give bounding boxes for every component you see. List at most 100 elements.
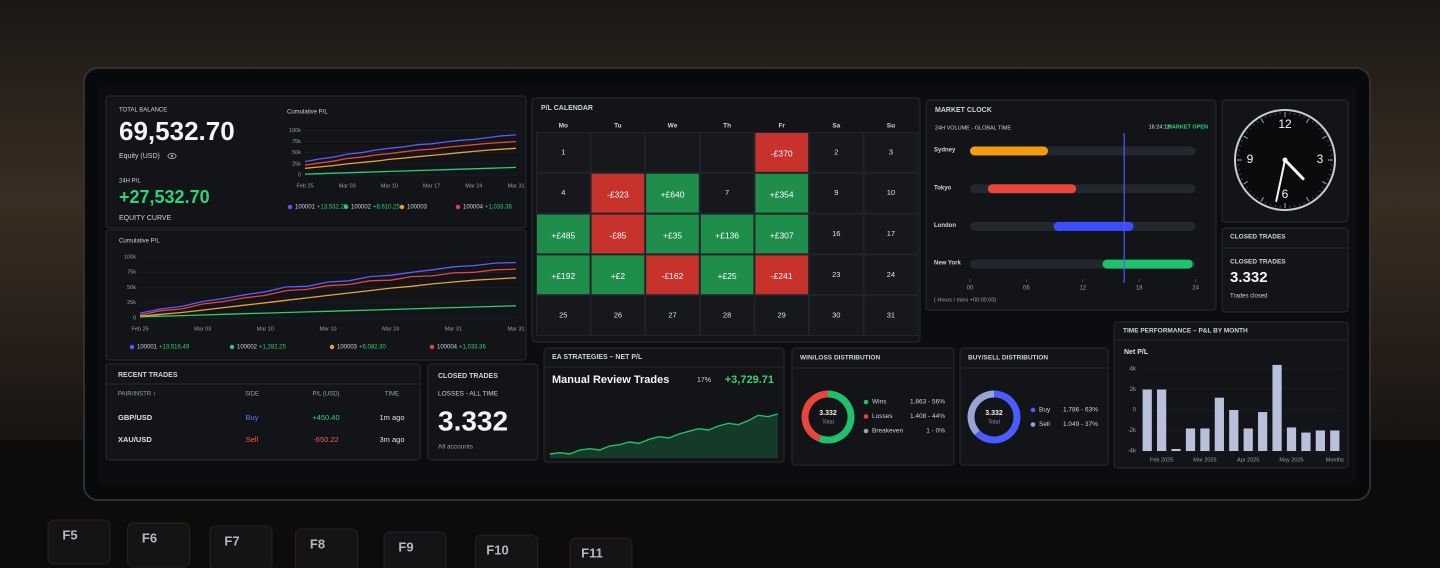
key-label: F8: [310, 536, 325, 551]
x-tick-label: Apr 2025: [1237, 457, 1259, 463]
legend-total: +8,610.25: [373, 205, 401, 211]
legend-swatch: [863, 428, 869, 434]
calendar-cell: [645, 172, 700, 214]
y-tick-label: -4k: [1128, 449, 1137, 455]
table-header: SIDE: [245, 392, 259, 398]
panel-title: CLOSED TRADES: [438, 373, 498, 380]
calendar-cell: [645, 213, 700, 255]
donut-total: 3.332: [985, 410, 1003, 417]
series-line: [139, 268, 517, 316]
panel-title: WIN/LOSS DISTRIBUTION: [800, 355, 880, 362]
calendar-day: 4: [561, 188, 565, 197]
panel: [105, 229, 527, 361]
x-tick-label: 18: [1136, 286, 1143, 292]
x-tick-label: Mar 03: [194, 326, 211, 332]
clock-time: 16:24:12: [1149, 124, 1170, 130]
clock-tick: [1298, 114, 1301, 117]
x-tick-label: Mar 17: [423, 183, 440, 189]
pl-title: 24H P/L: [119, 179, 141, 185]
legend-name: 100001: [137, 345, 158, 351]
series-line: [304, 166, 517, 175]
x-tick-label: Mar 10: [319, 326, 336, 332]
legend-value: 1.408 - 44%: [910, 413, 945, 420]
weekday: Fr: [778, 123, 785, 130]
calendar-day: 30: [832, 311, 840, 320]
legend-name: 100002: [351, 205, 372, 211]
key-label: F7: [224, 533, 239, 548]
legend-swatch: [399, 204, 405, 210]
calendar-cell: [863, 295, 919, 337]
session-bar: [970, 146, 1049, 156]
legend-total: +13,516.49: [159, 345, 190, 351]
panel: [959, 347, 1109, 466]
bar: [1258, 412, 1268, 451]
calendar-amount: +£640: [661, 189, 685, 199]
calendar-cell: [536, 254, 591, 296]
clock-tick: [1249, 127, 1251, 130]
legend-total: +1,033.36: [485, 205, 513, 211]
calendar-cell: [863, 172, 919, 214]
calendar-cell: [754, 172, 810, 214]
clock-tick: [1239, 173, 1242, 176]
y-tick-label: 0: [1133, 408, 1137, 414]
market-status: MARKET OPEN: [1167, 124, 1208, 130]
legend-name: Wins: [872, 399, 887, 406]
legend-swatch: [863, 414, 869, 419]
panel: [791, 347, 955, 466]
table-cell: Buy: [246, 413, 259, 422]
calendar-day: 23: [832, 270, 840, 279]
x-tick-label: 12: [1079, 286, 1086, 292]
calendar-day: 17: [887, 229, 895, 238]
legend-swatch: [1030, 407, 1036, 413]
x-tick-label: Mar 31: [507, 326, 524, 332]
donut-segment: [818, 390, 855, 444]
y-tick-label: 50k: [127, 285, 136, 291]
table-header: P/L (USD): [312, 392, 339, 398]
calendar-day: 7: [725, 188, 729, 197]
bar: [1286, 427, 1297, 451]
calendar-cell: [754, 132, 810, 173]
legend-value: 1.863 - 56%: [910, 399, 945, 406]
calendar-amount: +£2: [611, 271, 626, 281]
calendar-cell: [863, 132, 919, 173]
clock-tick: [1305, 118, 1310, 124]
legend-value: 1.786 - 63%: [1063, 407, 1098, 414]
clock-numeral: 3: [1317, 152, 1324, 166]
clock-tick: [1322, 131, 1324, 134]
calendar-cell: [645, 254, 700, 296]
clock-tick: [1241, 140, 1244, 142]
legend-swatch: [863, 399, 869, 405]
x-tick-label: Mar 10: [257, 326, 274, 332]
bar: [1243, 428, 1253, 451]
calendar-day: 3: [889, 147, 893, 156]
panel-title: MARKET CLOCK: [935, 107, 992, 114]
calendar-cell: [536, 172, 591, 214]
clock-tick: [1303, 116, 1305, 119]
table-cell: GBP/USD: [118, 413, 153, 422]
table-cell: 1m ago: [379, 413, 404, 422]
y-tick-label: 4k: [1130, 367, 1137, 373]
calendar-day: 1: [561, 147, 565, 156]
strategy-pl: +3,729.71: [725, 374, 774, 386]
x-tick-label: Mar 31: [507, 183, 524, 189]
key: [127, 522, 190, 568]
donut-label: Total: [822, 419, 834, 425]
calendar-cell: [590, 254, 646, 296]
clock-tick: [1269, 114, 1272, 117]
calendar-cell: [536, 295, 591, 337]
calendar-cell: [699, 254, 755, 296]
clock-tick: [1326, 178, 1329, 180]
clock-tick: [1321, 135, 1327, 140]
legend-name: 100001: [295, 205, 316, 211]
balance-title: TOTAL BALANCE: [119, 108, 167, 114]
table-cell: -650.22: [313, 435, 338, 444]
bar: [1142, 389, 1152, 451]
calendar-cell: [590, 295, 646, 337]
y-tick-label: 0: [298, 172, 301, 178]
panel: [543, 347, 785, 463]
calendar-cell: [754, 254, 810, 296]
calendar-day: 16: [832, 229, 840, 238]
key-label: F10: [486, 542, 508, 557]
